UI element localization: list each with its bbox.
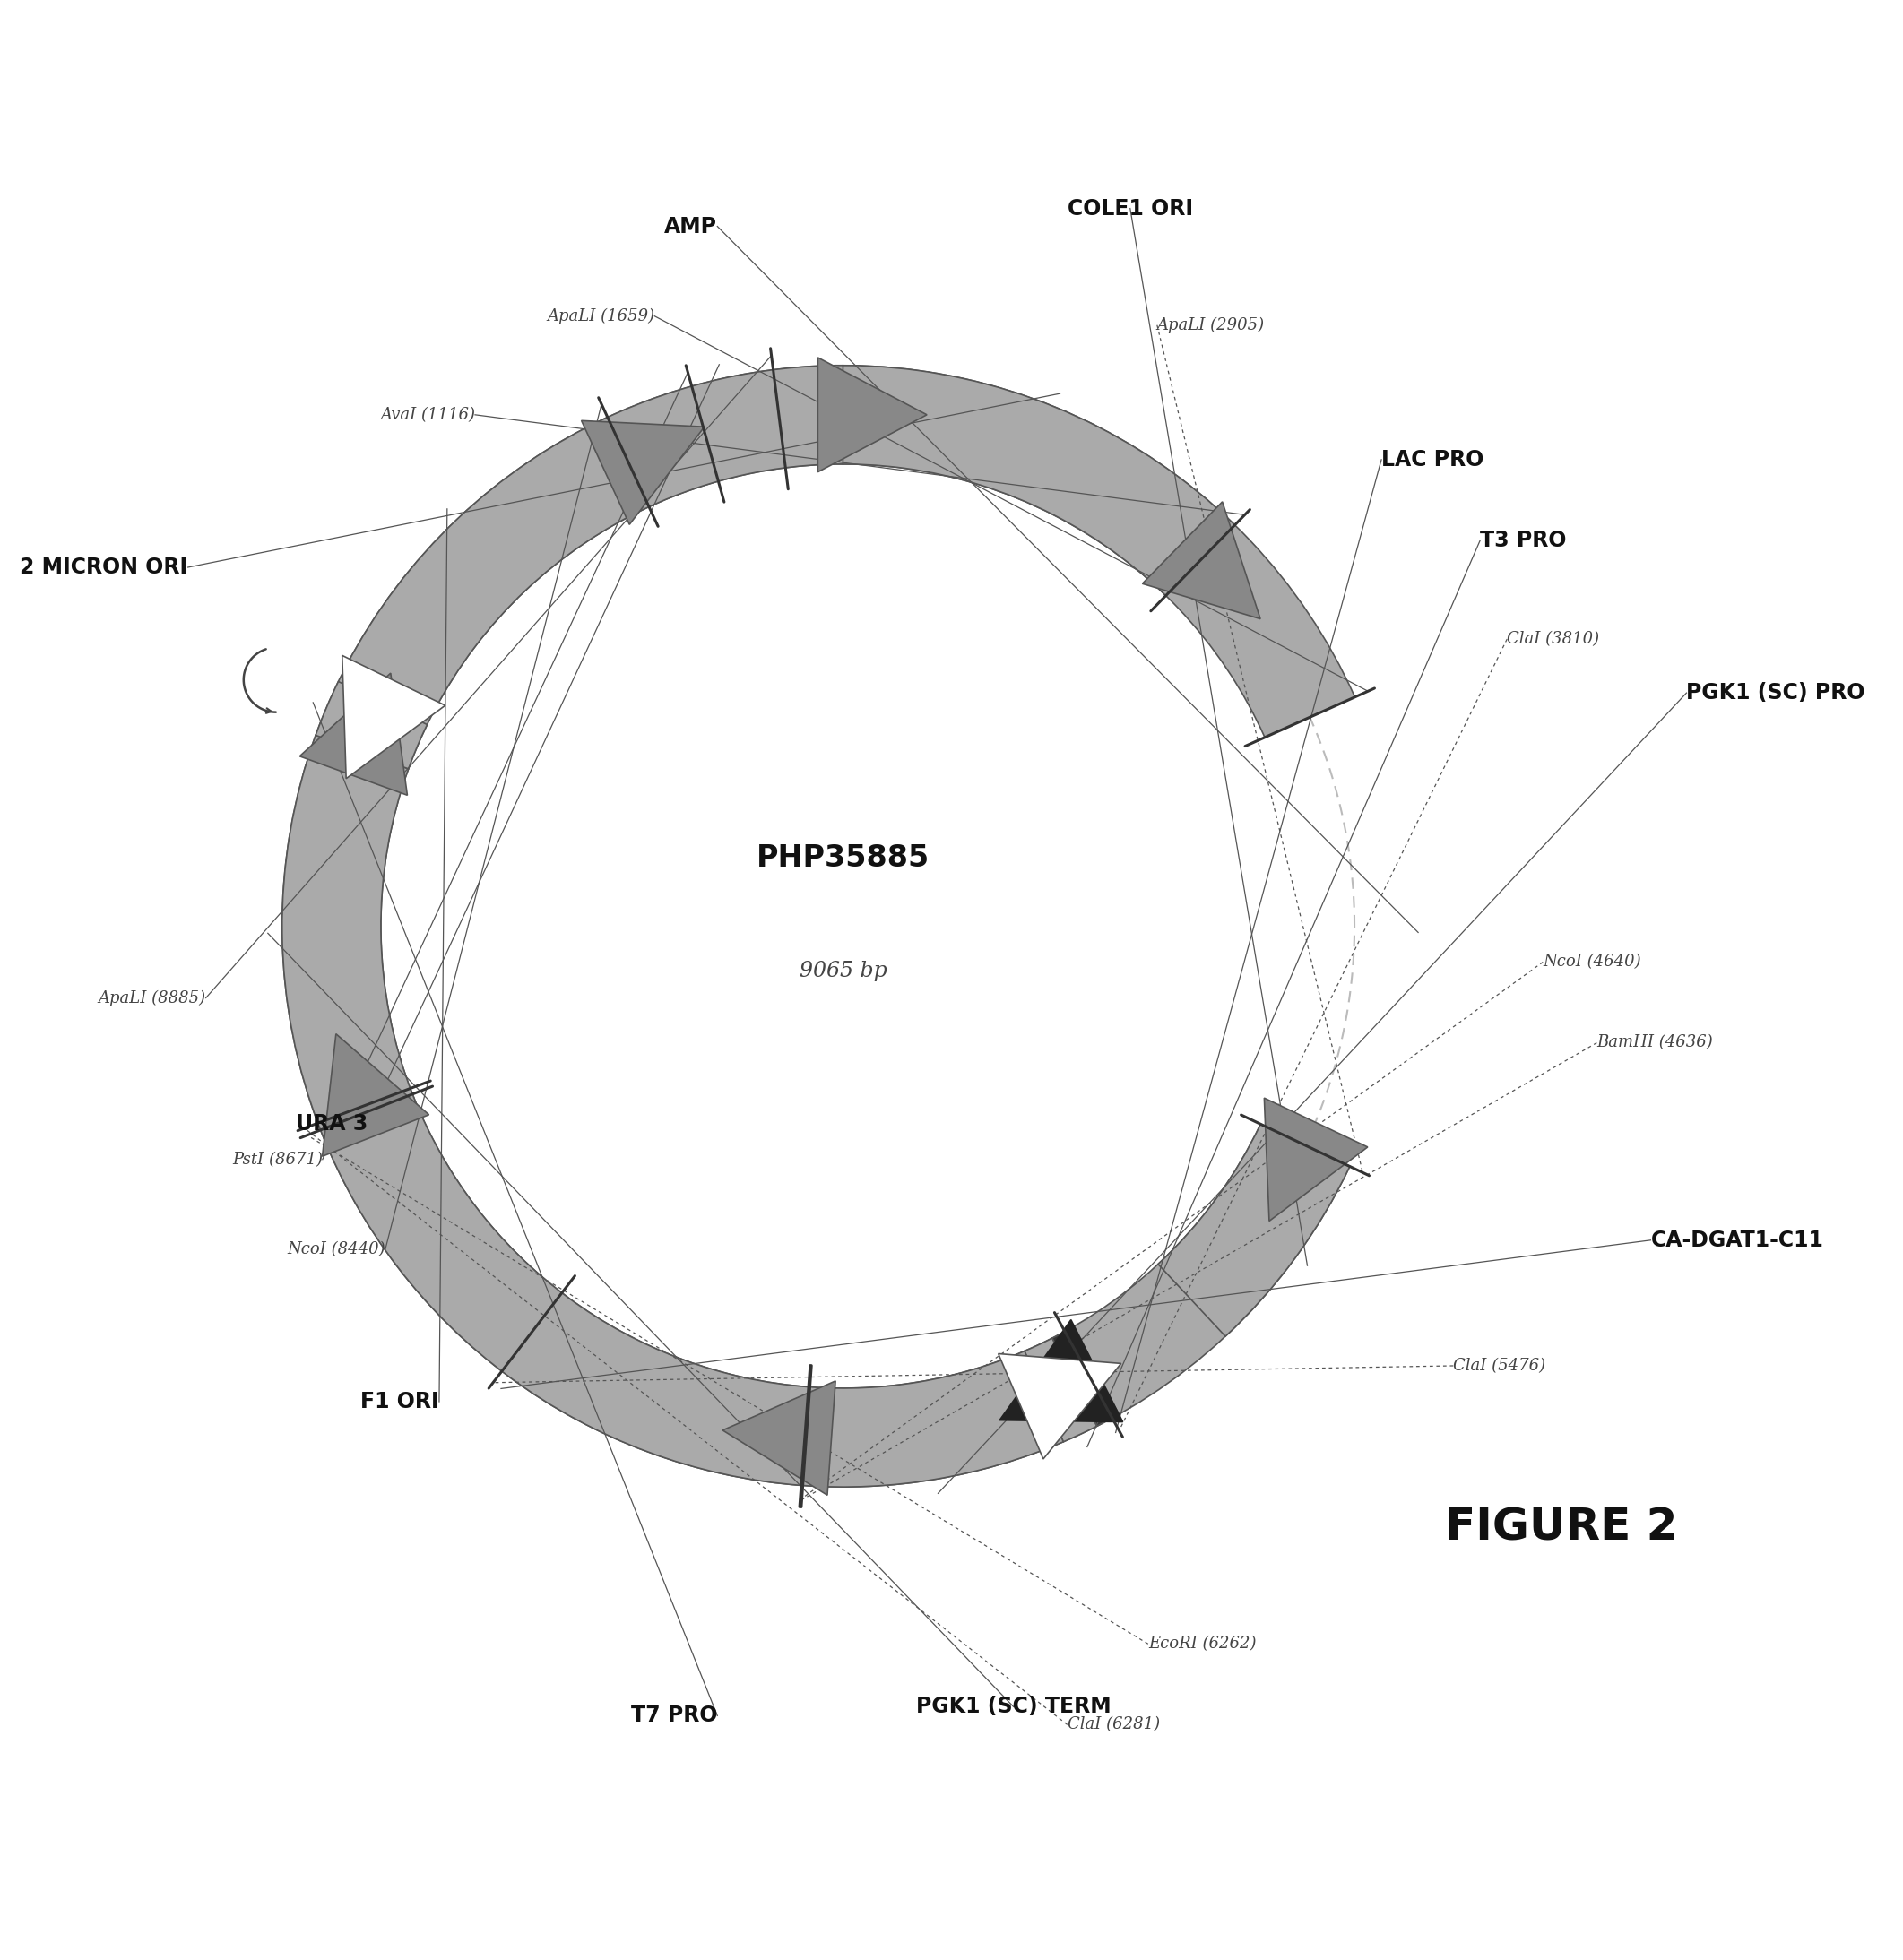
Text: ClaI (6281): ClaI (6281) xyxy=(1068,1717,1159,1733)
Text: EcoRI (6262): EcoRI (6262) xyxy=(1148,1637,1256,1652)
Wedge shape xyxy=(282,365,1355,1488)
Wedge shape xyxy=(316,682,426,768)
Polygon shape xyxy=(999,1319,1123,1421)
Text: T7 PRO: T7 PRO xyxy=(632,1705,717,1727)
Polygon shape xyxy=(299,672,407,796)
Text: PstI (8671): PstI (8671) xyxy=(232,1151,322,1168)
Text: F1 ORI: F1 ORI xyxy=(360,1392,440,1413)
Text: PHP35885: PHP35885 xyxy=(755,843,929,872)
Text: ApaLI (8885): ApaLI (8885) xyxy=(99,990,206,1005)
Polygon shape xyxy=(1264,1098,1368,1221)
Text: COLE1 ORI: COLE1 ORI xyxy=(1068,198,1193,220)
Text: LAC PRO: LAC PRO xyxy=(1382,449,1484,470)
Polygon shape xyxy=(999,1354,1121,1458)
Text: 2 MICRON ORI: 2 MICRON ORI xyxy=(21,557,188,578)
Text: PGK1 (SC) TERM: PGK1 (SC) TERM xyxy=(915,1695,1111,1717)
Wedge shape xyxy=(320,1094,809,1486)
Text: T3 PRO: T3 PRO xyxy=(1481,529,1566,551)
Polygon shape xyxy=(343,655,445,778)
Text: PGK1 (SC) PRO: PGK1 (SC) PRO xyxy=(1686,682,1865,704)
Text: ApaLI (1659): ApaLI (1659) xyxy=(546,308,655,323)
Wedge shape xyxy=(843,365,1235,596)
Text: ApaLI (2905): ApaLI (2905) xyxy=(1157,318,1265,333)
Polygon shape xyxy=(1142,502,1260,619)
Text: AvaI (1116): AvaI (1116) xyxy=(381,408,476,423)
Wedge shape xyxy=(1159,1125,1349,1337)
Text: ClaI (5476): ClaI (5476) xyxy=(1454,1358,1545,1374)
Polygon shape xyxy=(582,421,704,525)
Text: NcoI (8440): NcoI (8440) xyxy=(287,1241,384,1256)
Text: FIGURE 2: FIGURE 2 xyxy=(1444,1505,1677,1548)
Text: 9065 bp: 9065 bp xyxy=(799,960,887,982)
Wedge shape xyxy=(1052,1329,1119,1427)
Text: BamHI (4636): BamHI (4636) xyxy=(1597,1035,1713,1051)
Text: ClaI (3810): ClaI (3810) xyxy=(1507,631,1599,647)
Wedge shape xyxy=(803,1350,1064,1488)
Wedge shape xyxy=(282,735,413,1131)
Wedge shape xyxy=(1024,1339,1096,1443)
Text: URA 3: URA 3 xyxy=(295,1113,367,1135)
Polygon shape xyxy=(322,1035,428,1156)
Wedge shape xyxy=(346,417,649,710)
Text: NcoI (4640): NcoI (4640) xyxy=(1543,955,1640,970)
Text: CA-DGAT1-C11: CA-DGAT1-C11 xyxy=(1650,1229,1823,1250)
Polygon shape xyxy=(723,1382,835,1495)
Polygon shape xyxy=(818,357,927,472)
Wedge shape xyxy=(607,365,843,508)
Text: AMP: AMP xyxy=(664,216,717,237)
